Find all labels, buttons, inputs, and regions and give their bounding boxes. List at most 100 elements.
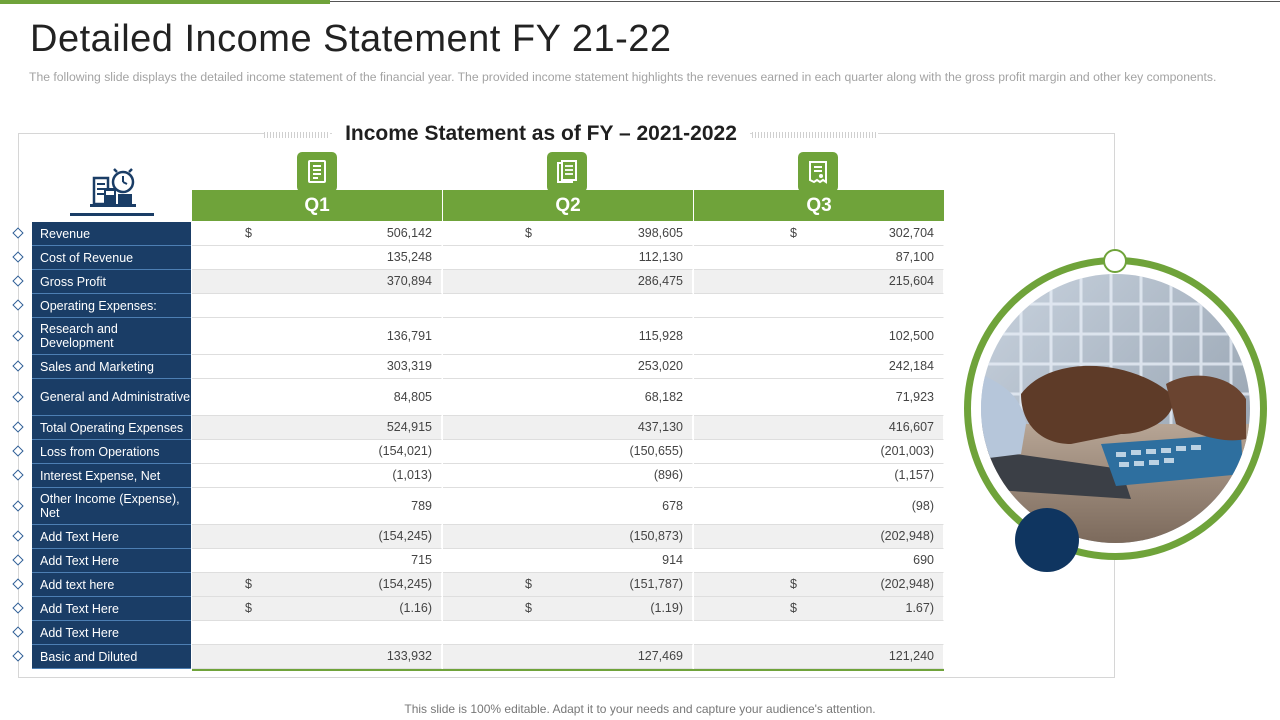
row-label: Operating Expenses: bbox=[32, 294, 191, 318]
cell-value: 437,130 bbox=[637, 420, 683, 434]
table-cell-q1: 84,805 bbox=[192, 379, 442, 416]
table-cell-q3: (201,003) bbox=[694, 440, 944, 464]
table-cell-q1: 789 bbox=[192, 488, 442, 525]
table-cell-q1: 135,248 bbox=[192, 246, 442, 270]
table-row: Interest Expense, Net (1,013) (896) (1,157) bbox=[0, 464, 960, 488]
cell-value: (154,245) bbox=[378, 529, 432, 543]
slide-footer: This slide is 100% editable. Adapt it to… bbox=[404, 702, 876, 716]
diamond-icon bbox=[12, 227, 24, 239]
table-cell-q3: $1.67) bbox=[694, 597, 944, 621]
cell-value: 286,475 bbox=[637, 274, 683, 288]
cell-value: 136,791 bbox=[386, 328, 432, 343]
quarter-header-q3: Q3 bbox=[694, 190, 944, 221]
cell-value: (151,787) bbox=[629, 577, 683, 591]
table-cell-q2 bbox=[443, 621, 693, 645]
table-cell-q1: (154,245) bbox=[192, 525, 442, 549]
table-cell-q2 bbox=[443, 294, 693, 318]
cell-value: (98) bbox=[911, 498, 934, 513]
table-cell-q2: (150,655) bbox=[443, 440, 693, 464]
table-cell-q2: 115,928 bbox=[443, 318, 693, 355]
cell-value: (202,948) bbox=[880, 529, 934, 543]
quarter-header-q2: Q2 bbox=[443, 190, 693, 221]
cell-value: (154,245) bbox=[378, 577, 432, 591]
table-cell-q1: 133,932 bbox=[192, 645, 442, 669]
diamond-icon bbox=[12, 530, 24, 542]
slide-description: The following slide displays the detaile… bbox=[29, 70, 1217, 84]
heading-hatch-left bbox=[264, 132, 330, 138]
diamond-icon bbox=[12, 578, 24, 590]
document-icon bbox=[297, 152, 337, 192]
table-cell-q1: 303,319 bbox=[192, 355, 442, 379]
currency-symbol: $ bbox=[245, 226, 252, 240]
table-row: General and Administrative 84,805 68,182 71… bbox=[0, 379, 960, 416]
quarter-header-q1: Q1 bbox=[192, 190, 442, 221]
table-cell-q1: 370,894 bbox=[192, 270, 442, 294]
table-row: Basic and Diluted 133,932 127,469 121,240 bbox=[0, 645, 960, 669]
row-label: Gross Profit bbox=[32, 270, 191, 294]
cell-value: 68,182 bbox=[644, 389, 683, 404]
finance-desk-icon bbox=[88, 164, 138, 212]
top-accent-bar bbox=[0, 0, 330, 4]
currency-symbol: $ bbox=[525, 577, 532, 591]
cell-value: 678 bbox=[662, 498, 683, 513]
diamond-icon bbox=[12, 469, 24, 481]
table-cell-q3: 215,604 bbox=[694, 270, 944, 294]
table-cell-q2: (896) bbox=[443, 464, 693, 488]
table-cell-q3: $ (202,948) bbox=[694, 573, 944, 597]
table-cell-q1: $ (1.16) bbox=[192, 597, 442, 621]
diamond-icon bbox=[12, 275, 24, 287]
currency-symbol: $ bbox=[525, 601, 532, 615]
table-cell-q3: 690 bbox=[694, 549, 944, 573]
cell-value: 215,604 bbox=[888, 274, 934, 288]
cell-value: 715 bbox=[411, 553, 432, 567]
row-label: Interest Expense, Net bbox=[32, 464, 191, 488]
row-label: Sales and Marketing bbox=[32, 355, 191, 379]
table-cell-q2: $398,605 bbox=[443, 222, 693, 246]
table-row: Cost of Revenue 135,248 112,130 87,100 bbox=[0, 246, 960, 270]
logo-underline bbox=[70, 213, 154, 216]
currency-symbol: $ bbox=[790, 577, 797, 591]
table-row: Add Text Here $ (1.16) $ (1.19) $1.67) bbox=[0, 597, 960, 621]
decorative-small-circle bbox=[1103, 249, 1127, 273]
table-cell-q3: $302,704 bbox=[694, 222, 944, 246]
cell-value: (896) bbox=[653, 468, 683, 482]
table-heading: Income Statement as of FY – 2021-2022 bbox=[260, 120, 880, 148]
cell-value: 524,915 bbox=[386, 420, 432, 434]
diamond-icon bbox=[12, 602, 24, 614]
table-row: Add Text Here 715 914 690 bbox=[0, 549, 960, 573]
row-label: Add Text Here bbox=[32, 525, 191, 549]
table-cell-q3 bbox=[694, 294, 944, 318]
cell-value: 690 bbox=[913, 553, 934, 567]
diamond-icon bbox=[12, 626, 24, 638]
table-row: Total Operating Expenses 524,915 437,130 41… bbox=[0, 416, 960, 440]
row-label: Add Text Here bbox=[32, 549, 191, 573]
cell-value: (1.19) bbox=[650, 601, 683, 615]
table-cell-q2: 127,469 bbox=[443, 645, 693, 669]
row-label: Research and Development bbox=[32, 318, 191, 355]
cell-value: 416,607 bbox=[888, 420, 934, 434]
cell-value: 789 bbox=[411, 498, 432, 513]
cell-value: (150,873) bbox=[629, 529, 683, 543]
table-cell-q3: 71,923 bbox=[694, 379, 944, 416]
cell-value: (1,013) bbox=[392, 468, 432, 482]
cell-value: 127,469 bbox=[637, 649, 683, 663]
table-cell-q3: 102,500 bbox=[694, 318, 944, 355]
invoice-icon bbox=[798, 152, 838, 192]
cell-value: 914 bbox=[662, 553, 683, 567]
cell-value: 253,020 bbox=[637, 359, 683, 373]
table-cell-q3: (1,157) bbox=[694, 464, 944, 488]
cell-value: 242,184 bbox=[888, 359, 934, 373]
table-cell-q1: $506,142 bbox=[192, 222, 442, 246]
cell-value: (154,021) bbox=[378, 444, 432, 458]
table-cell-q1: 136,791 bbox=[192, 318, 442, 355]
diamond-icon bbox=[12, 445, 24, 457]
diamond-icon bbox=[12, 360, 24, 372]
table-row: Revenue $506,142 $398,605 $302,704 bbox=[0, 222, 960, 246]
table-row: Add Text Here bbox=[0, 621, 960, 645]
table-row: Loss from Operations (154,021) (150,655) (2… bbox=[0, 440, 960, 464]
table-cell-q1: $ (154,245) bbox=[192, 573, 442, 597]
row-label: Revenue bbox=[32, 222, 191, 246]
table-row: Gross Profit 370,894 286,475 215,604 bbox=[0, 270, 960, 294]
row-label: Cost of Revenue bbox=[32, 246, 191, 270]
diamond-icon bbox=[12, 390, 24, 403]
